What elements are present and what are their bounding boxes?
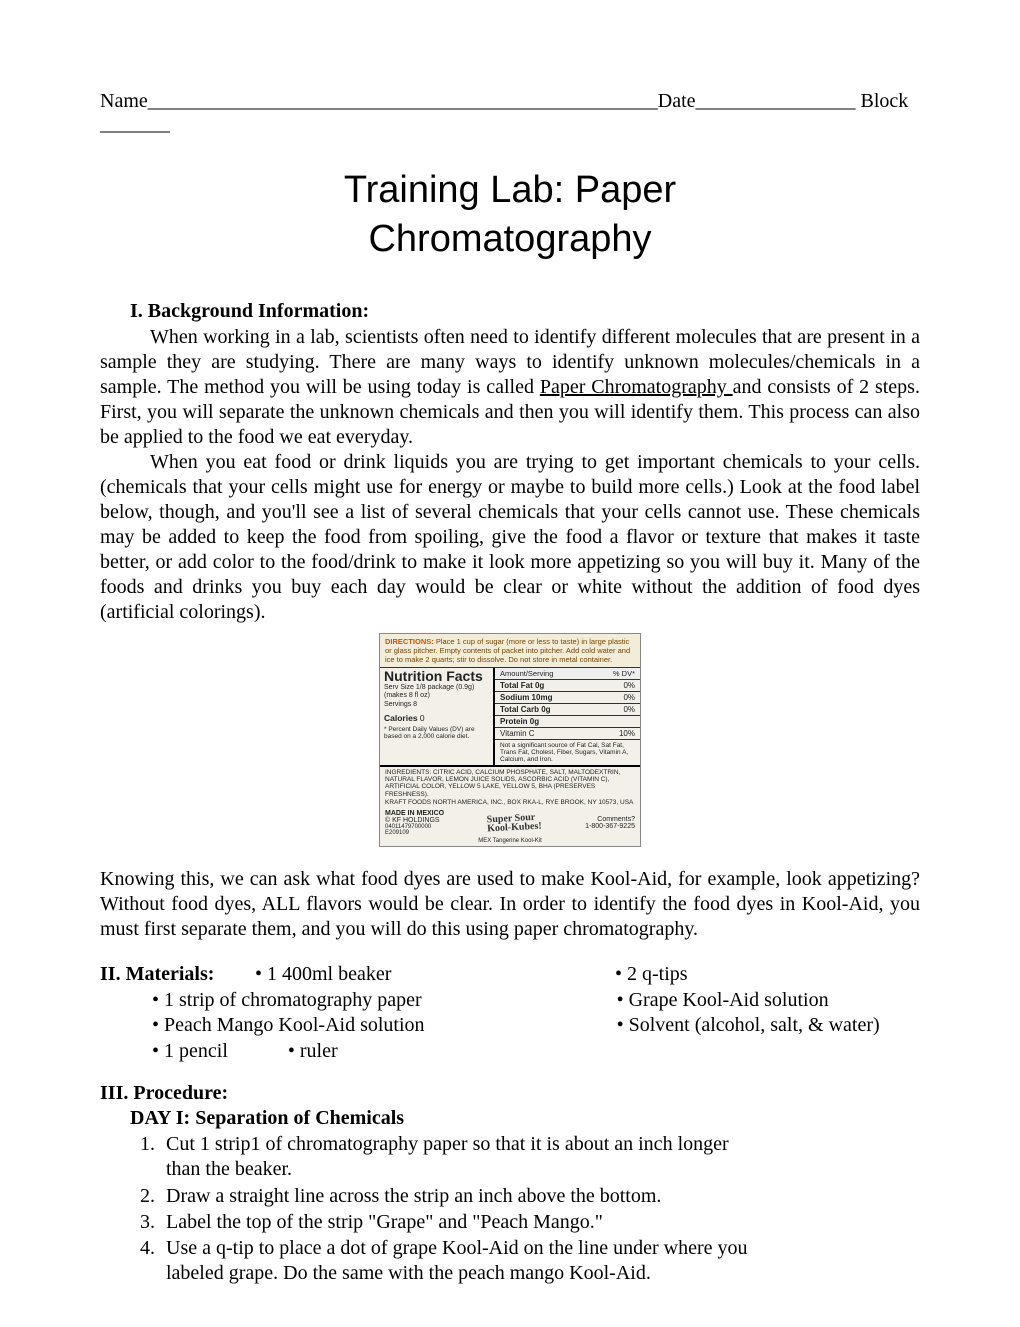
vitamin-c-row: Vitamin C 10% (495, 728, 640, 740)
made-in: MADE IN MEXICO (385, 810, 444, 817)
comments-label: Comments? (585, 816, 635, 823)
materials-columns: • 1 strip of chromatography paper • Peac… (100, 988, 920, 1065)
protein: Protein 0g (500, 717, 539, 726)
materials-section: II. Materials: • 1 400ml beaker • 2 q-ti… (100, 962, 920, 1064)
title-line-1: Training Lab: Paper (344, 169, 676, 211)
material-item: • 1 pencil • ruler (152, 1039, 617, 1065)
total-carb: Total Carb 0g (500, 705, 551, 714)
nutrition-label-wrap: DIRECTIONS: Place 1 cup of sugar (more o… (100, 633, 920, 847)
section-1-heading: I. Background Information: (130, 300, 920, 323)
amount-label: Amount/Serving (500, 669, 553, 678)
sodium-dv: 0% (623, 693, 635, 702)
nutrition-body: Nutrition Facts Serv Size 1/8 package (0… (380, 667, 640, 765)
total-fat: Total Fat 0g (500, 681, 544, 690)
block-label: Block (861, 90, 909, 112)
block-blank: _______ (100, 113, 170, 135)
procedure-step: Draw a straight line across the strip an… (160, 1184, 766, 1209)
nutrition-right-column: Amount/Serving % DV* Total Fat 0g 0% Sodi… (495, 668, 640, 765)
materials-first-right: • 2 q-tips (615, 962, 688, 988)
nutrition-left-column: Nutrition Facts Serv Size 1/8 package (0… (380, 668, 495, 765)
code-2: E209109 (385, 830, 444, 836)
after-nutrition-paragraph: Knowing this, we can ask what food dyes … (100, 867, 920, 942)
document-page: Name____________________________________… (0, 0, 1020, 1327)
total-carb-row: Total Carb 0g 0% (495, 704, 640, 716)
not-significant-note: Not a significant source of Fat Cal, Sat… (495, 740, 640, 765)
procedure-list: Cut 1 strip1 of chromatography paper so … (100, 1132, 920, 1286)
footer-right: Comments? 1-800-367-9225 (585, 816, 635, 830)
calories-label: Calories (384, 713, 418, 723)
kool-kubes-logo: Super Sour Kool-Kubes! (487, 812, 542, 833)
title-line-2: Chromatography (368, 218, 651, 260)
name-blank: ________________________________________… (148, 90, 658, 112)
nutrition-footer: MADE IN MEXICO © KF HOLDINGS 04011479700… (380, 808, 640, 838)
paper-chromatography-term: Paper Chromatography (540, 376, 733, 398)
footer-left: MADE IN MEXICO © KF HOLDINGS 04011479700… (385, 810, 444, 836)
protein-row: Protein 0g (495, 716, 640, 728)
holdings: © KF HOLDINGS (385, 817, 444, 824)
material-item: • Grape Kool-Aid solution (617, 988, 920, 1014)
sodium-row: Sodium 10mg 0% (495, 692, 640, 704)
procedure-step: Use a q-tip to place a dot of grape Kool… (160, 1236, 766, 1286)
total-carb-dv: 0% (623, 705, 635, 714)
background-paragraph-2: When you eat food or drink liquids you a… (100, 450, 920, 625)
directions-heading: DIRECTIONS: (385, 637, 434, 646)
vitamin-c: Vitamin C (500, 729, 535, 738)
section-3-heading: III. Procedure: (100, 1082, 920, 1105)
material-item: • 1 strip of chromatography paper (152, 988, 617, 1014)
calories-row: Calories 0 (384, 713, 489, 723)
header-fields: Name____________________________________… (100, 90, 920, 136)
name-label: Name (100, 90, 148, 112)
materials-left-column: • 1 strip of chromatography paper • Peac… (100, 988, 617, 1065)
nutrition-facts-title: Nutrition Facts (384, 670, 489, 683)
serving-size: Serv Size 1/8 package (0.9g) (makes 8 fl… (384, 684, 489, 700)
material-item: • Peach Mango Kool-Aid solution (152, 1013, 617, 1039)
distributor: KRAFT FOODS NORTH AMERICA, INC., BOX RKA… (385, 799, 635, 806)
material-item: • Solvent (alcohol, salt, & water) (617, 1013, 920, 1039)
date-blank: ________________ (696, 90, 856, 112)
logo-line-2: Kool-Kubes! (487, 820, 542, 834)
procedure-step: Label the top of the strip "Grape" and "… (160, 1210, 766, 1235)
mex-line: MEX Tangerine Kool-Kit (380, 838, 640, 846)
ingredients-text: INGREDIENTS: CITRIC ACID, CALCIUM PHOSPH… (385, 769, 635, 798)
vitamin-c-dv: 10% (619, 729, 635, 738)
background-paragraph-1: When working in a lab, scientists often … (100, 325, 920, 450)
phone-number: 1-800-367-9225 (585, 823, 635, 830)
calories-value: 0 (420, 713, 425, 723)
servings: Servings 8 (384, 701, 489, 709)
materials-right-column: • Grape Kool-Aid solution • Solvent (alc… (617, 988, 920, 1065)
ingredients-block: INGREDIENTS: CITRIC ACID, CALCIUM PHOSPH… (380, 765, 640, 808)
total-fat-row: Total Fat 0g 0% (495, 680, 640, 692)
nutrition-directions: DIRECTIONS: Place 1 cup of sugar (more o… (380, 634, 640, 667)
amount-serving-header: Amount/Serving % DV* (495, 668, 640, 680)
nutrition-label: DIRECTIONS: Place 1 cup of sugar (more o… (379, 633, 641, 847)
section-2-heading: II. Materials: (100, 963, 214, 985)
procedure-step: Cut 1 strip1 of chromatography paper so … (160, 1132, 766, 1182)
sodium: Sodium 10mg (500, 693, 552, 702)
materials-first-left: • 1 400ml beaker (255, 962, 615, 988)
dv-label: % DV* (613, 669, 635, 678)
date-label: Date (658, 90, 696, 112)
document-title: Training Lab: Paper Chromatography (100, 166, 920, 265)
dv-footnote: * Percent Daily Values (DV) are based on… (384, 726, 489, 740)
day-1-heading: DAY I: Separation of Chemicals (130, 1107, 920, 1130)
total-fat-dv: 0% (623, 681, 635, 690)
